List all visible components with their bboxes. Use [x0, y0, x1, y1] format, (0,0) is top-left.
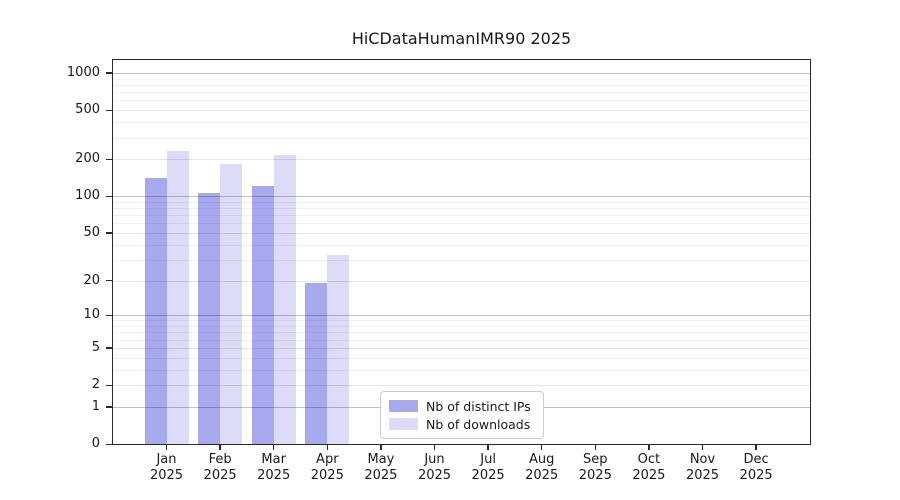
- y-tick-label: 5: [91, 339, 100, 355]
- x-tick-label: Aug 2025: [525, 452, 559, 483]
- x-tick: [433, 444, 436, 450]
- y-tick-label: 500: [75, 102, 100, 118]
- y-tick-label: 50: [83, 224, 100, 240]
- bar: [166, 150, 189, 444]
- grid-line: [113, 315, 810, 317]
- y-tick: [106, 280, 112, 282]
- y-tick: [106, 195, 112, 198]
- legend-label: Nb of distinct IPs: [426, 398, 531, 414]
- bar: [273, 155, 296, 444]
- y-tick: [106, 109, 112, 112]
- x-tick: [326, 444, 328, 450]
- y-tick-label: 10: [83, 307, 100, 323]
- bar: [305, 283, 328, 444]
- grid-line: [113, 84, 810, 86]
- grid-line: [113, 326, 810, 327]
- grid-line: [113, 208, 810, 210]
- x-tick: [701, 444, 704, 450]
- y-tick-label: 0: [91, 436, 100, 451]
- y-tick-label: 100: [75, 188, 100, 204]
- bar: [251, 186, 274, 444]
- x-tick-label: Jul 2025: [471, 452, 505, 483]
- grid-line: [113, 339, 810, 341]
- y-tick: [106, 314, 112, 317]
- legend: Nb of distinct IPs Nb of downloads: [380, 391, 544, 439]
- x-tick-label: Apr 2025: [310, 452, 344, 483]
- y-tick: [106, 443, 112, 445]
- chart-title: HiCDataHumanIMR90 2025: [351, 29, 572, 48]
- grid-line: [113, 244, 810, 246]
- legend-swatch-downloads: [389, 418, 418, 430]
- y-tick: [106, 232, 112, 234]
- legend-item: Nb of distinct IPs: [389, 397, 543, 415]
- x-tick-label: May 2025: [364, 452, 398, 483]
- x-tick-label: Jun 2025: [417, 452, 452, 483]
- legend-swatch-distinct-ips: [389, 400, 418, 412]
- grid-line: [113, 100, 810, 102]
- x-tick-label: Mar 2025: [257, 452, 291, 483]
- bar: [198, 193, 221, 444]
- bar: [144, 178, 167, 444]
- y-tick-label: 1000: [66, 64, 100, 80]
- x-tick: [273, 444, 275, 450]
- grid-line: [113, 110, 810, 112]
- legend-item: Nb of downloads: [389, 415, 543, 433]
- grid-line: [113, 369, 810, 371]
- grid-line: [113, 332, 810, 334]
- x-tick: [487, 444, 489, 450]
- grid-line: [113, 78, 810, 80]
- x-tick: [219, 444, 221, 450]
- x-tick: [541, 444, 543, 450]
- grid-line: [113, 259, 810, 261]
- grid-line: [113, 232, 810, 234]
- x-tick-label: Jan 2025: [149, 452, 184, 483]
- grid-line: [113, 320, 810, 322]
- x-tick-label: Oct 2025: [632, 452, 666, 483]
- grid-line: [113, 122, 810, 124]
- y-tick: [106, 158, 112, 161]
- x-tick: [755, 444, 757, 450]
- grid-line: [113, 215, 810, 217]
- bar: [327, 254, 350, 444]
- y-tick-label: 20: [83, 272, 100, 288]
- x-tick-label: Feb 2025: [203, 452, 237, 483]
- y-tick-label: 2: [91, 377, 100, 392]
- legend-label: Nb of downloads: [426, 416, 531, 432]
- x-tick-label: Sep 2025: [578, 452, 612, 483]
- grid-line: [113, 385, 810, 386]
- y-tick: [106, 406, 112, 408]
- grid-line: [113, 347, 810, 349]
- x-tick-label: Dec 2025: [739, 452, 773, 483]
- y-tick: [106, 347, 112, 349]
- bar: [220, 163, 243, 444]
- grid-line: [113, 223, 810, 225]
- y-tick: [106, 384, 112, 386]
- y-tick: [106, 72, 112, 74]
- grid-line: [113, 92, 810, 94]
- grid-line: [113, 159, 810, 161]
- grid-line: [113, 357, 810, 359]
- grid-line: [113, 196, 810, 198]
- plot-area: [113, 60, 810, 444]
- x-tick-label: Nov 2025: [685, 452, 720, 483]
- grid-line: [113, 280, 810, 282]
- grid-line: [113, 72, 810, 74]
- x-tick: [594, 444, 596, 450]
- y-tick-label: 1: [91, 398, 100, 414]
- grid-line: [113, 137, 810, 139]
- x-tick: [165, 444, 168, 450]
- x-tick: [648, 444, 650, 450]
- y-tick-label: 200: [75, 151, 100, 167]
- grid-line: [113, 201, 810, 203]
- x-tick: [380, 444, 382, 450]
